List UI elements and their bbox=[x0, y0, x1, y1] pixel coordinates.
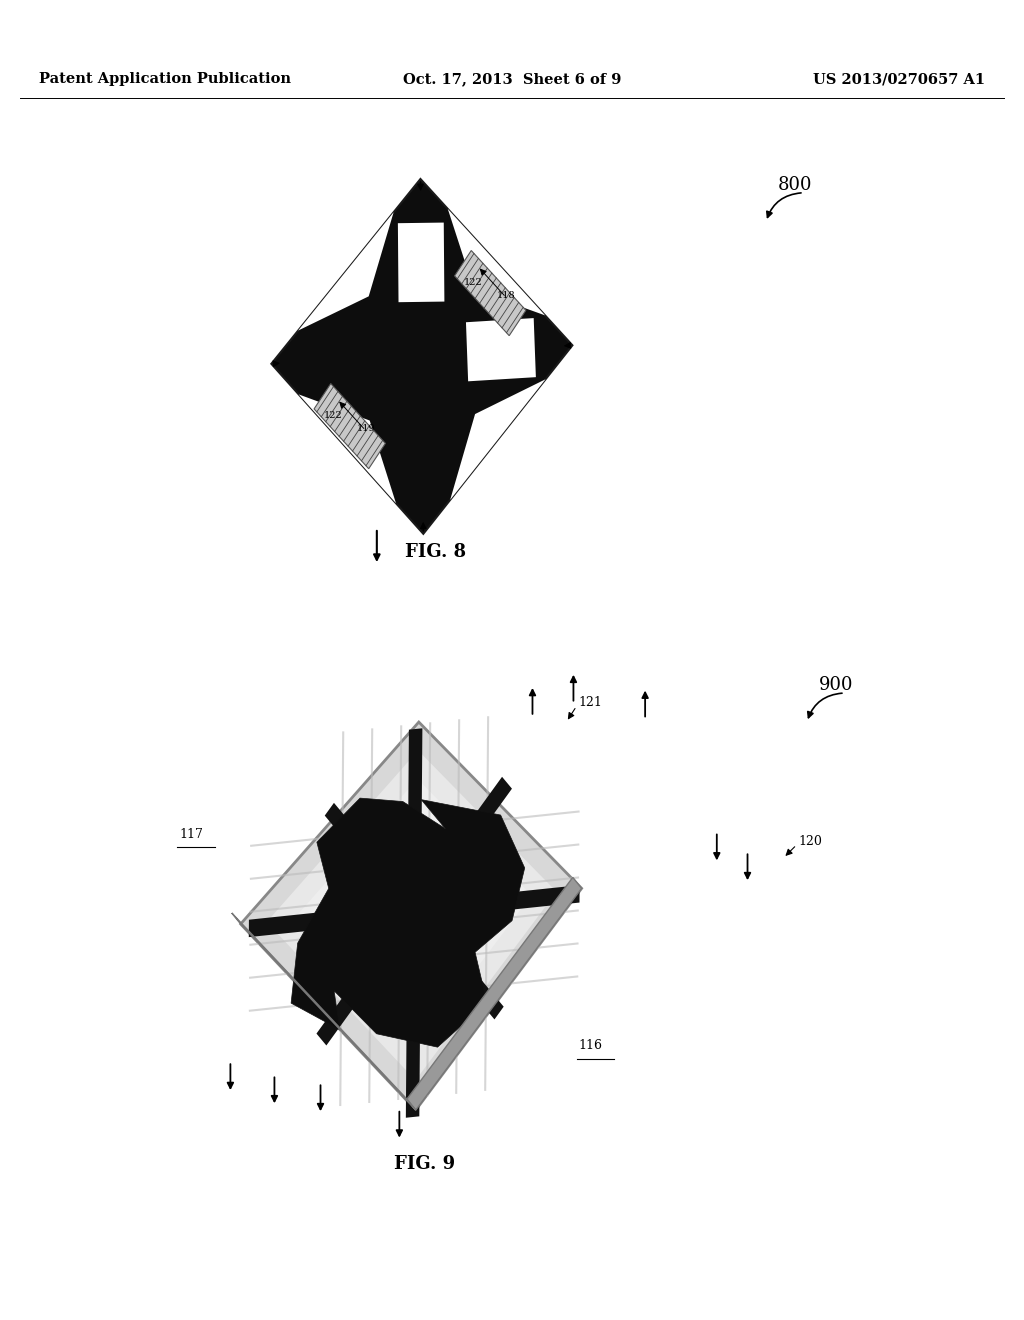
Text: 900: 900 bbox=[819, 676, 854, 694]
Polygon shape bbox=[407, 878, 582, 1110]
Polygon shape bbox=[330, 820, 496, 1007]
Polygon shape bbox=[466, 318, 536, 381]
Polygon shape bbox=[354, 846, 472, 979]
Polygon shape bbox=[241, 722, 582, 1110]
Polygon shape bbox=[447, 911, 468, 936]
Text: 800: 800 bbox=[778, 176, 813, 194]
Polygon shape bbox=[446, 944, 468, 969]
Polygon shape bbox=[447, 209, 565, 337]
Polygon shape bbox=[410, 776, 512, 917]
Text: 116: 116 bbox=[579, 1039, 602, 1052]
Polygon shape bbox=[367, 859, 460, 965]
Polygon shape bbox=[316, 906, 419, 1045]
Polygon shape bbox=[447, 845, 468, 870]
Polygon shape bbox=[406, 911, 421, 1118]
Text: FIG. 9: FIG. 9 bbox=[394, 1155, 456, 1173]
Text: Patent Application Publication: Patent Application Publication bbox=[39, 73, 291, 86]
Polygon shape bbox=[408, 729, 422, 912]
Polygon shape bbox=[380, 874, 447, 950]
Text: Oct. 17, 2013  Sheet 6 of 9: Oct. 17, 2013 Sheet 6 of 9 bbox=[402, 73, 622, 86]
Polygon shape bbox=[360, 920, 381, 945]
Text: 120: 120 bbox=[799, 834, 822, 847]
Polygon shape bbox=[414, 886, 580, 920]
Text: 117: 117 bbox=[179, 828, 203, 841]
Polygon shape bbox=[418, 946, 438, 972]
Polygon shape bbox=[360, 953, 381, 978]
Text: 122: 122 bbox=[324, 411, 342, 420]
Polygon shape bbox=[266, 750, 556, 1080]
Polygon shape bbox=[342, 833, 483, 994]
Polygon shape bbox=[317, 805, 508, 1022]
Polygon shape bbox=[360, 854, 382, 879]
Text: 121: 121 bbox=[579, 696, 602, 709]
Polygon shape bbox=[271, 180, 572, 533]
Polygon shape bbox=[305, 792, 519, 1036]
Polygon shape bbox=[389, 949, 410, 975]
Polygon shape bbox=[419, 847, 439, 873]
Text: US 2013/0270657 A1: US 2013/0270657 A1 bbox=[813, 73, 985, 86]
Polygon shape bbox=[293, 779, 531, 1051]
Polygon shape bbox=[231, 913, 416, 1110]
Polygon shape bbox=[325, 803, 419, 917]
Polygon shape bbox=[249, 903, 415, 937]
Polygon shape bbox=[431, 379, 546, 524]
Polygon shape bbox=[279, 372, 396, 503]
Polygon shape bbox=[291, 799, 524, 1047]
Polygon shape bbox=[314, 384, 385, 469]
Text: 122: 122 bbox=[464, 277, 483, 286]
Polygon shape bbox=[390, 850, 411, 876]
Text: FIG. 8: FIG. 8 bbox=[404, 543, 466, 561]
Polygon shape bbox=[298, 189, 413, 330]
Polygon shape bbox=[398, 223, 444, 302]
Polygon shape bbox=[410, 904, 504, 1019]
Polygon shape bbox=[360, 887, 381, 912]
Polygon shape bbox=[447, 878, 468, 903]
Text: 119: 119 bbox=[356, 424, 375, 433]
Polygon shape bbox=[455, 251, 526, 335]
Text: 118: 118 bbox=[498, 290, 516, 300]
